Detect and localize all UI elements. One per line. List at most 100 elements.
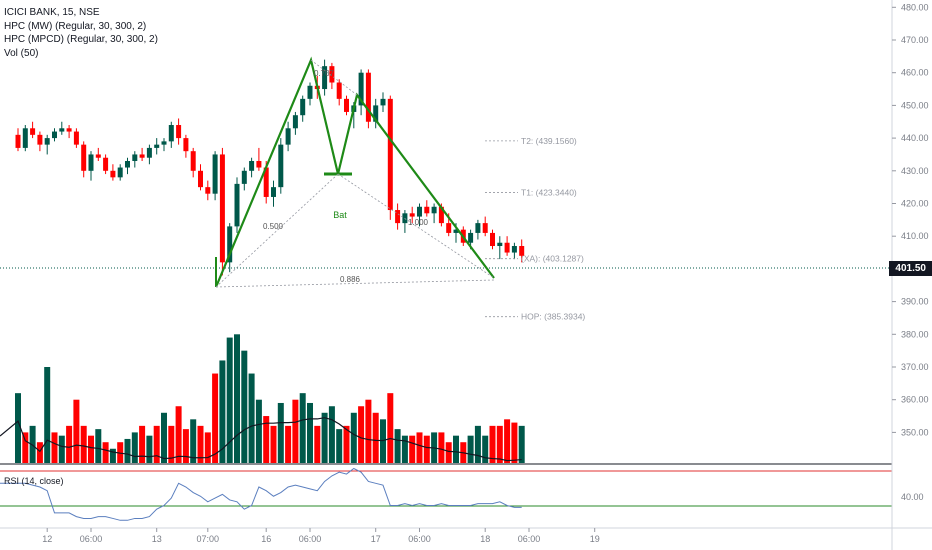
candle-body <box>44 138 50 145</box>
candle-body <box>322 66 328 90</box>
rsi-line <box>0 467 522 521</box>
candle-body <box>37 134 43 145</box>
candle-body <box>438 206 444 224</box>
legend-title[interactable]: ICICI BANK, 15, NSE <box>4 7 100 18</box>
volume-bar <box>365 399 372 463</box>
candle-body <box>431 206 437 214</box>
rsi-label[interactable]: RSI (14, close) <box>4 476 64 486</box>
volume-bar <box>234 334 240 463</box>
price-tick-label: 420.00 <box>901 199 929 209</box>
volume-bar <box>394 429 401 463</box>
candle-body <box>198 170 203 188</box>
volume-bar <box>190 419 197 463</box>
volume-bar <box>263 416 270 463</box>
volume-bar <box>474 425 481 463</box>
candle-body <box>146 147 152 158</box>
volume-bar <box>182 429 189 463</box>
legend-volume[interactable]: Vol (50) <box>4 47 39 59</box>
volume-bar <box>73 399 80 463</box>
candle-body <box>81 144 87 171</box>
candle-body <box>300 98 306 116</box>
candle-body <box>519 246 525 256</box>
volume-bar <box>401 435 408 463</box>
candle-body <box>511 246 517 253</box>
volume-bar <box>51 432 58 463</box>
candle-body <box>22 128 28 148</box>
price-tick-label: 440.00 <box>901 133 929 143</box>
candle-body <box>263 167 269 197</box>
candle-body <box>125 160 130 168</box>
time-tick-label: 16 <box>261 534 271 544</box>
volume-bar <box>277 402 284 463</box>
price-tick-label: 470.00 <box>901 35 929 45</box>
time-axis[interactable]: 12 06:00 13 07:00 16 06:00 17 06:00 18 06:00 19 <box>42 528 600 544</box>
candle-body <box>176 125 182 139</box>
volume-bar <box>518 425 525 463</box>
candle-body <box>271 187 276 197</box>
time-tick-label: 13 <box>152 534 162 544</box>
price-tick-label: 360.00 <box>901 395 929 405</box>
volume-bar <box>139 425 146 463</box>
volume-bar <box>131 432 138 463</box>
volume-bar <box>270 425 277 463</box>
candle-body <box>139 154 145 158</box>
price-tick-label: 370.00 <box>901 362 929 372</box>
volume-bar <box>124 438 131 463</box>
candle-body <box>395 210 401 224</box>
volume-bar <box>95 429 102 463</box>
pattern-ratio-label: 0.707 <box>314 69 335 78</box>
current-price-tag: 401.50 <box>889 261 932 276</box>
volume-bar <box>453 435 459 463</box>
volume-bar <box>161 412 167 463</box>
volume-bar <box>58 435 65 463</box>
candle-body <box>249 160 255 171</box>
candle-body <box>117 167 123 178</box>
price-tick-label: 410.00 <box>901 231 929 241</box>
volume-bar <box>241 350 248 463</box>
rsi-panel <box>0 467 892 521</box>
legend-indicator-mpcd[interactable]: HPC (MPCD) (Regular, 30, 300, 2) <box>4 34 158 45</box>
candle-body <box>453 229 459 233</box>
volume-bar <box>292 399 299 463</box>
candle-body <box>256 160 262 168</box>
target-level-label: (XA): (403.1287) <box>521 254 584 264</box>
candle-body <box>95 154 101 158</box>
volume-bar <box>307 402 313 463</box>
candle-body <box>52 131 57 139</box>
volume-bar <box>36 442 43 463</box>
candle-body <box>183 138 189 152</box>
candle-body <box>212 154 218 194</box>
volume-bar <box>496 425 503 463</box>
volume-bar <box>146 435 153 463</box>
volume-bar <box>438 432 445 463</box>
volume-bar <box>321 412 328 463</box>
volume-bar <box>482 435 489 463</box>
candle-body <box>168 125 174 142</box>
time-tick-label: 06:00 <box>80 534 103 544</box>
volume-ma-path <box>0 417 522 462</box>
grid-lines <box>0 267 932 529</box>
legend-indicator-mw[interactable]: HPC (MW) (Regular, 30, 300, 2) <box>4 20 147 32</box>
rsi-tick-label: 40.00 <box>901 492 924 502</box>
volume-bar <box>88 435 94 463</box>
volume-bar <box>358 406 365 463</box>
volume-bar <box>212 373 219 463</box>
volume-bar <box>387 393 394 463</box>
candle-body <box>329 66 335 83</box>
time-tick-label: 19 <box>590 534 600 544</box>
volume-bar <box>204 432 211 463</box>
candle-body <box>307 85 313 99</box>
volume-bar <box>197 425 204 463</box>
volume-bar <box>248 373 255 463</box>
volume-bar <box>423 435 430 463</box>
price-tick-label: 430.00 <box>901 166 929 176</box>
time-tick-label: 17 <box>371 534 381 544</box>
target-level-label: T2: (439.1560) <box>521 136 577 146</box>
volume-bar <box>226 337 233 463</box>
candle-body <box>66 128 72 132</box>
pattern-ratio-label: 0.886 <box>340 275 361 284</box>
volume-bar <box>416 432 423 463</box>
price-tick-label: 460.00 <box>901 68 929 78</box>
price-tick-label: 480.00 <box>901 2 929 12</box>
